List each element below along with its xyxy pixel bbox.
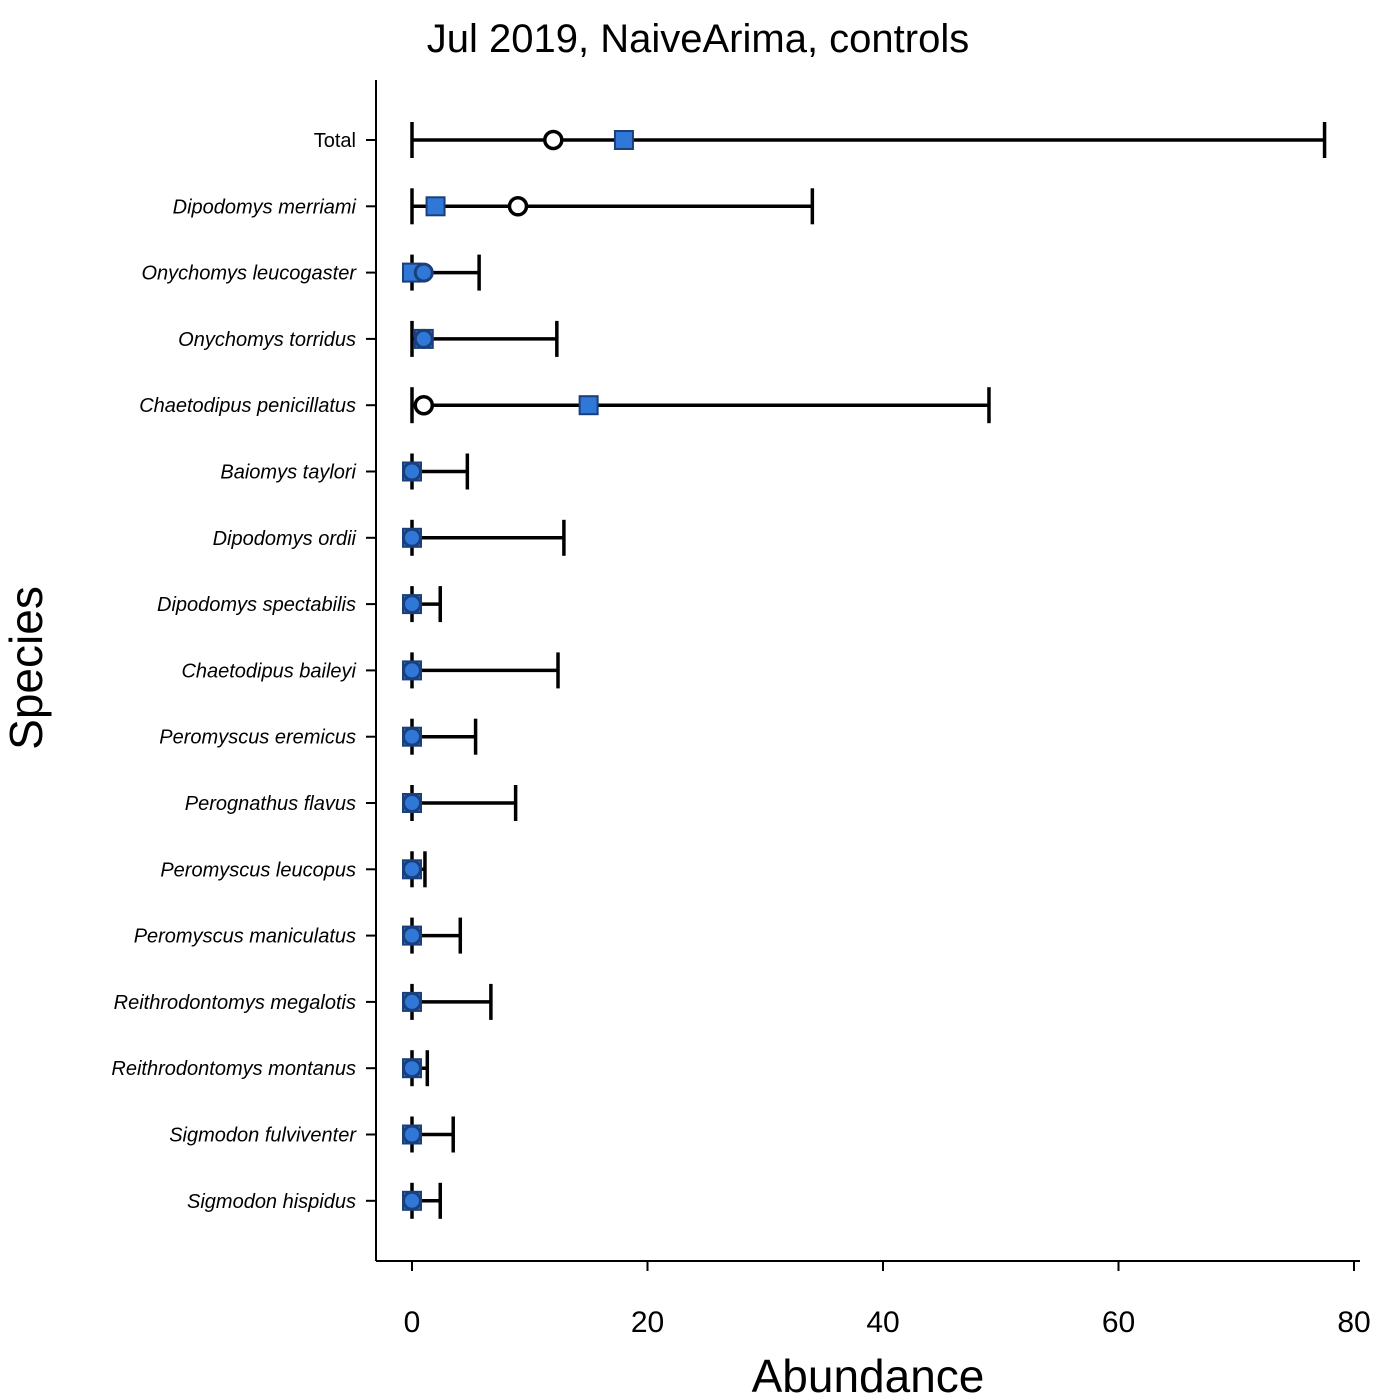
- x-tick-label: 80: [1337, 1306, 1370, 1339]
- observed-point: [402, 1058, 422, 1079]
- observed-point: [402, 726, 422, 747]
- y-tick-label: Chaetodipus penicillatus: [139, 395, 356, 417]
- y-tick-label: Reithrodontomys montanus: [111, 1058, 356, 1080]
- observed-point: [402, 527, 422, 548]
- x-tick-label: 60: [1102, 1306, 1135, 1339]
- y-tick-label: Chaetodipus baileyi: [181, 660, 356, 682]
- axes: 0 20 40 60 80 Total Dipodomys merriami Onychomy…: [111, 80, 1371, 1339]
- observed-point: [402, 991, 422, 1012]
- y-tick-label: Peromyscus maniculatus: [134, 926, 356, 948]
- observed-point: [402, 461, 422, 482]
- y-tick-label: Peromyscus eremicus: [159, 727, 356, 749]
- y-tick-label: Baiomys taylori: [220, 462, 356, 484]
- observed-point: [402, 594, 422, 615]
- y-tick-label: Total: [314, 130, 356, 152]
- observed-point: [413, 394, 435, 416]
- predicted-point: [578, 395, 599, 416]
- observed-point: [402, 660, 422, 681]
- y-tick-label: Dipodomys merriami: [173, 196, 357, 218]
- y-axis-title: Species: [0, 586, 52, 750]
- y-tick-label: Onychomys torridus: [178, 329, 356, 351]
- chart-marks: [402, 122, 1327, 1219]
- y-tick-label: Sigmodon hispidus: [187, 1191, 356, 1213]
- observed-point: [402, 859, 422, 880]
- y-tick-label: Reithrodontomys megalotis: [114, 992, 356, 1014]
- observed-point: [413, 328, 434, 349]
- x-tick-label: 40: [866, 1306, 899, 1339]
- observed-point: [507, 196, 529, 217]
- observed-point: [402, 925, 422, 946]
- x-tick-label: 20: [631, 1306, 664, 1339]
- observed-point: [402, 793, 422, 813]
- observed-point: [402, 1124, 422, 1145]
- predicted-point: [613, 130, 634, 150]
- y-tick-label: Onychomys leucogaster: [141, 263, 357, 285]
- observed-point: [543, 129, 564, 151]
- y-tick-label: Perognathus flavus: [185, 793, 356, 815]
- chart-title: Jul 2019, NaiveArima, controls: [427, 17, 969, 61]
- y-tick-label: Dipodomys ordii: [213, 528, 357, 550]
- observed-point: [402, 1190, 422, 1211]
- x-tick-label: 0: [404, 1306, 421, 1339]
- y-tick-label: Sigmodon fulviventer: [169, 1125, 357, 1147]
- predicted-point: [425, 196, 446, 217]
- observed-point: [413, 262, 434, 283]
- y-tick-label: Peromyscus leucopus: [160, 859, 356, 881]
- x-axis-title: Abundance: [752, 1350, 985, 1400]
- y-tick-label: Dipodomys spectabilis: [157, 594, 356, 616]
